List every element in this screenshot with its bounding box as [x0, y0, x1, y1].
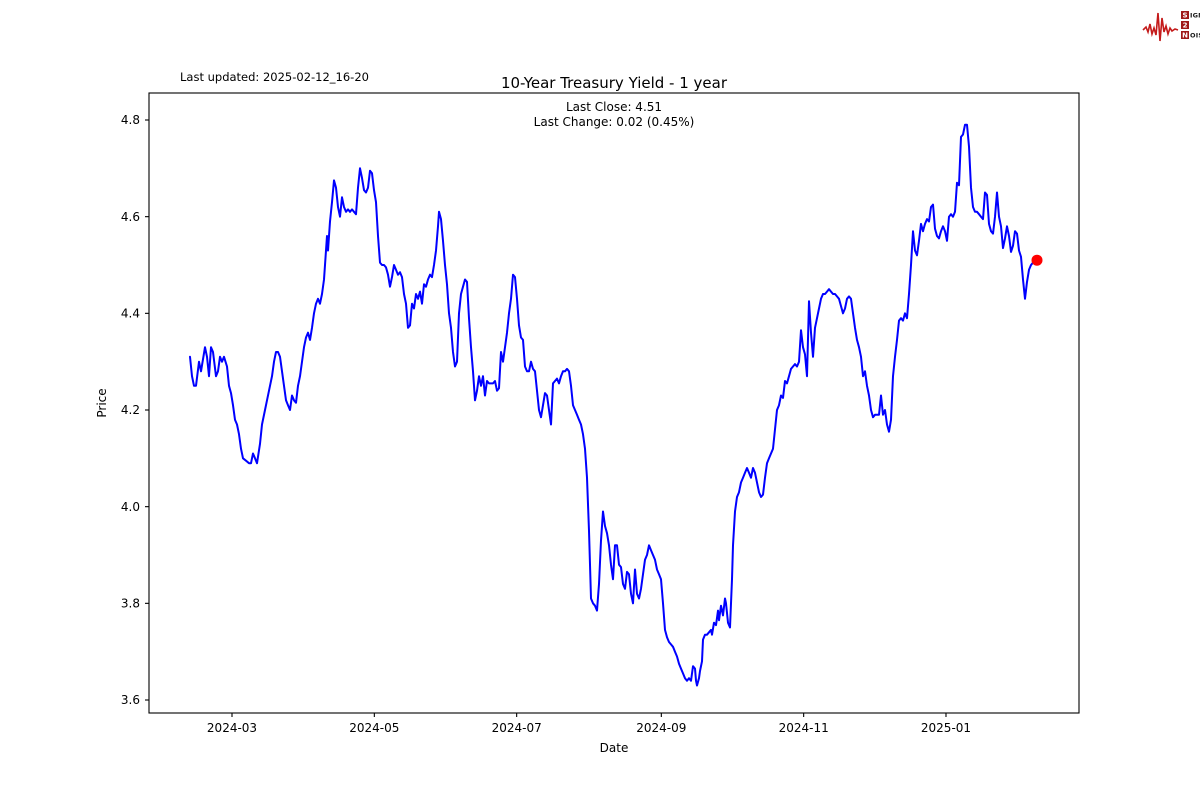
y-tick-label: 4.2: [121, 403, 140, 417]
y-tick-label: 4.8: [121, 113, 140, 127]
x-tick-label: 2024-09: [636, 721, 686, 735]
pulse-waveform-icon: [1142, 12, 1179, 42]
yield-line-series: [189, 123, 1038, 687]
y-axis-label: Price: [95, 388, 109, 417]
logo-letter-box-2: [1181, 21, 1189, 29]
logo-initial-n: N: [1182, 32, 1188, 40]
plot-frame: [148, 92, 1080, 714]
logo-letter-box-n: [1181, 31, 1189, 39]
y-tick-label: 3.6: [121, 693, 140, 707]
x-axis-ticks: 2024-03 2024-05 2024-07 2024-09 2024-11 2025-…: [207, 713, 971, 735]
last-close-subtitle: Last Close: 4.51: [566, 100, 662, 114]
last-close-marker-dot: [1031, 254, 1043, 266]
x-tick-label: 2024-07: [492, 721, 542, 735]
chart-title: 10-Year Treasury Yield - 1 year: [501, 74, 728, 92]
y-axis-ticks: 4.8 4.6 4.4 4.2 4.0 3.8 3.6: [121, 113, 149, 707]
y-tick-label: 4.6: [121, 210, 140, 224]
y-tick-label: 4.0: [121, 500, 140, 514]
logo-initial-s: S: [1182, 12, 1187, 20]
x-tick-label: 2024-05: [349, 721, 399, 735]
y-tick-label: 3.8: [121, 597, 140, 611]
last-change-subtitle: Last Change: 0.02 (0.45%): [534, 115, 695, 129]
last-updated-text: Last updated: 2025-02-12_16-20: [180, 70, 369, 84]
x-tick-label: 2024-11: [779, 721, 829, 735]
logo-letter-box-s: [1181, 11, 1189, 19]
x-axis-label: Date: [600, 741, 629, 755]
y-tick-label: 4.4: [121, 307, 140, 321]
logo-text-oise: OISE: [1190, 32, 1200, 40]
logo-initial-2: 2: [1183, 22, 1188, 30]
x-tick-label: 2024-03: [207, 721, 257, 735]
signal2noise-logo: S 2 N IGNAL OISE: [1142, 11, 1200, 42]
logo-text-ignal: IGNAL: [1190, 12, 1200, 20]
x-tick-label: 2025-01: [921, 721, 971, 735]
